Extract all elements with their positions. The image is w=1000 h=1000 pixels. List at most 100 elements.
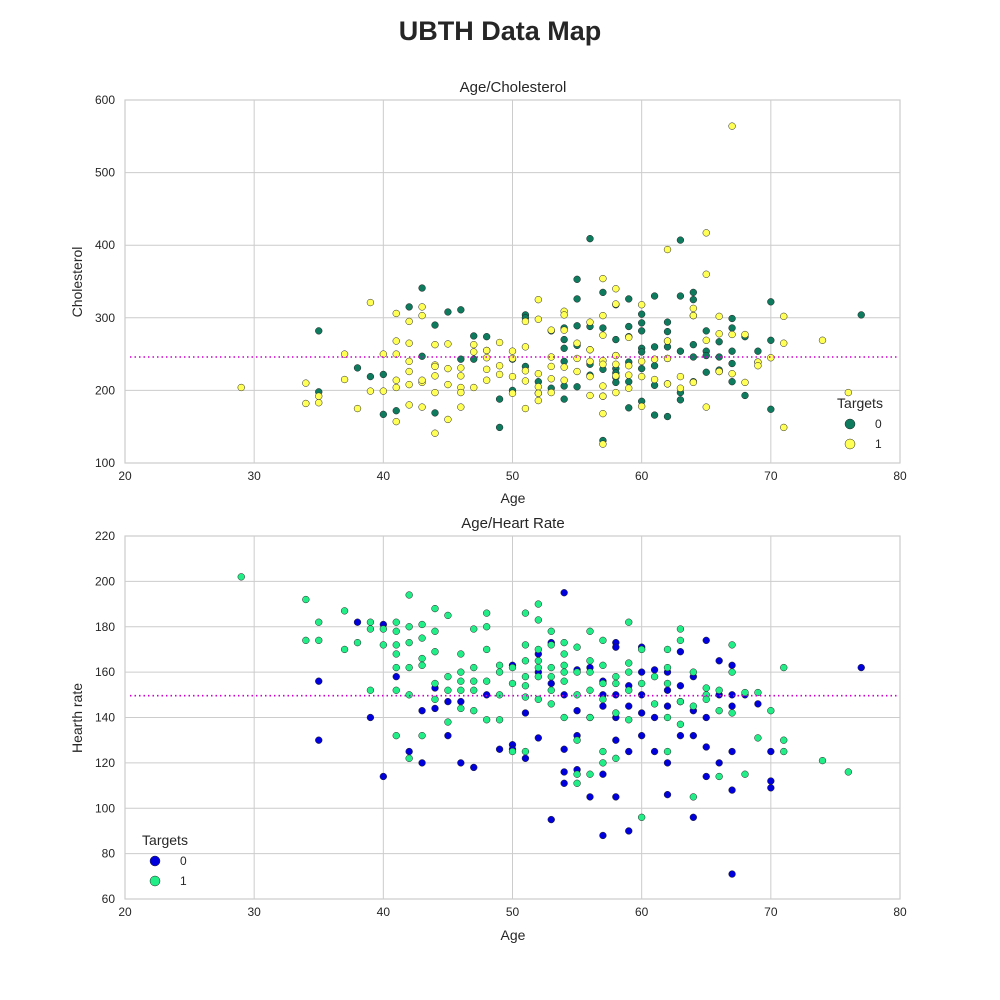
data-point: [457, 388, 465, 397]
data-point: [470, 663, 478, 672]
data-point: [366, 686, 375, 694]
data-point: [728, 709, 736, 717]
data-point: [521, 693, 530, 701]
data-point: [663, 713, 672, 722]
data-point: [599, 695, 607, 703]
data-point: [573, 668, 581, 676]
data-point: [586, 668, 594, 676]
data-point: [689, 813, 697, 821]
x-tick-label: 80: [893, 905, 907, 919]
data-point: [599, 831, 607, 840]
data-point: [521, 641, 530, 649]
data-point: [767, 354, 775, 362]
data-point: [715, 338, 723, 346]
data-point: [470, 707, 478, 715]
data-point: [676, 648, 685, 656]
data-point: [508, 354, 517, 363]
data-point: [728, 870, 736, 878]
data-point: [366, 387, 375, 395]
data-point: [431, 627, 439, 635]
data-point: [483, 716, 491, 724]
data-point: [844, 768, 852, 776]
data-point: [521, 673, 530, 681]
data-point: [418, 620, 426, 629]
data-point: [663, 245, 672, 254]
data-point: [315, 636, 323, 645]
data-point: [521, 377, 530, 385]
data-point: [599, 747, 607, 756]
data-point: [431, 604, 439, 613]
data-point: [392, 650, 400, 658]
data-point: [638, 372, 646, 381]
data-point: [418, 634, 426, 642]
data-point: [444, 686, 452, 694]
data-point: [676, 347, 685, 355]
data-point: [599, 770, 607, 778]
data-point: [302, 595, 310, 604]
data-point: [676, 292, 685, 300]
data-point: [702, 229, 710, 237]
data-point: [392, 641, 400, 649]
data-point: [612, 673, 620, 681]
x-tick-label: 60: [635, 905, 649, 919]
data-point: [638, 679, 646, 688]
data-point: [702, 368, 710, 376]
data-point: [340, 645, 349, 654]
data-point: [689, 288, 697, 297]
data-point: [508, 663, 517, 672]
data-point: [521, 709, 530, 717]
data-point: [650, 362, 659, 370]
data-point: [534, 695, 542, 703]
data-point: [663, 318, 672, 326]
data-point: [625, 404, 633, 412]
data-point: [663, 747, 672, 756]
data-point: [444, 732, 452, 740]
legend-title: Targets: [837, 395, 883, 411]
data-point: [676, 732, 685, 740]
data-point: [405, 638, 413, 647]
data-point: [547, 663, 555, 672]
data-point: [663, 412, 672, 421]
data-point: [470, 348, 478, 356]
data-point: [728, 691, 736, 699]
data-point: [470, 763, 478, 772]
data-point: [495, 716, 504, 724]
legend-marker: [149, 855, 161, 867]
data-point: [508, 372, 517, 381]
data-point: [689, 378, 697, 387]
data-point: [573, 322, 581, 330]
data-point: [483, 365, 491, 373]
data-point: [470, 686, 478, 694]
data-point: [612, 351, 620, 360]
data-point: [612, 709, 620, 717]
data-point: [586, 391, 594, 400]
data-point: [444, 718, 452, 726]
data-point: [599, 409, 607, 418]
data-point: [547, 700, 555, 708]
y-tick-label: 60: [102, 892, 116, 906]
data-point: [392, 376, 400, 384]
data-point: [767, 405, 775, 413]
data-point: [431, 695, 439, 703]
data-point: [366, 625, 375, 633]
data-point: [586, 686, 594, 694]
data-point: [728, 378, 736, 386]
data-point: [521, 747, 530, 756]
data-point: [599, 360, 607, 368]
data-point: [431, 409, 439, 417]
data-point: [650, 292, 659, 300]
data-point: [676, 384, 685, 392]
legend: Targets 0 1: [142, 832, 188, 888]
data-point: [754, 347, 762, 355]
y-axis-label: Cholesterol: [69, 247, 85, 318]
data-point: [470, 341, 478, 349]
data-point: [767, 707, 775, 715]
data-point: [560, 638, 568, 647]
data-point: [431, 321, 439, 329]
data-point: [573, 275, 581, 283]
data-point: [534, 663, 542, 672]
data-point: [431, 648, 439, 656]
data-point: [702, 713, 710, 722]
x-tick-label: 70: [764, 905, 778, 919]
data-point: [599, 288, 607, 297]
